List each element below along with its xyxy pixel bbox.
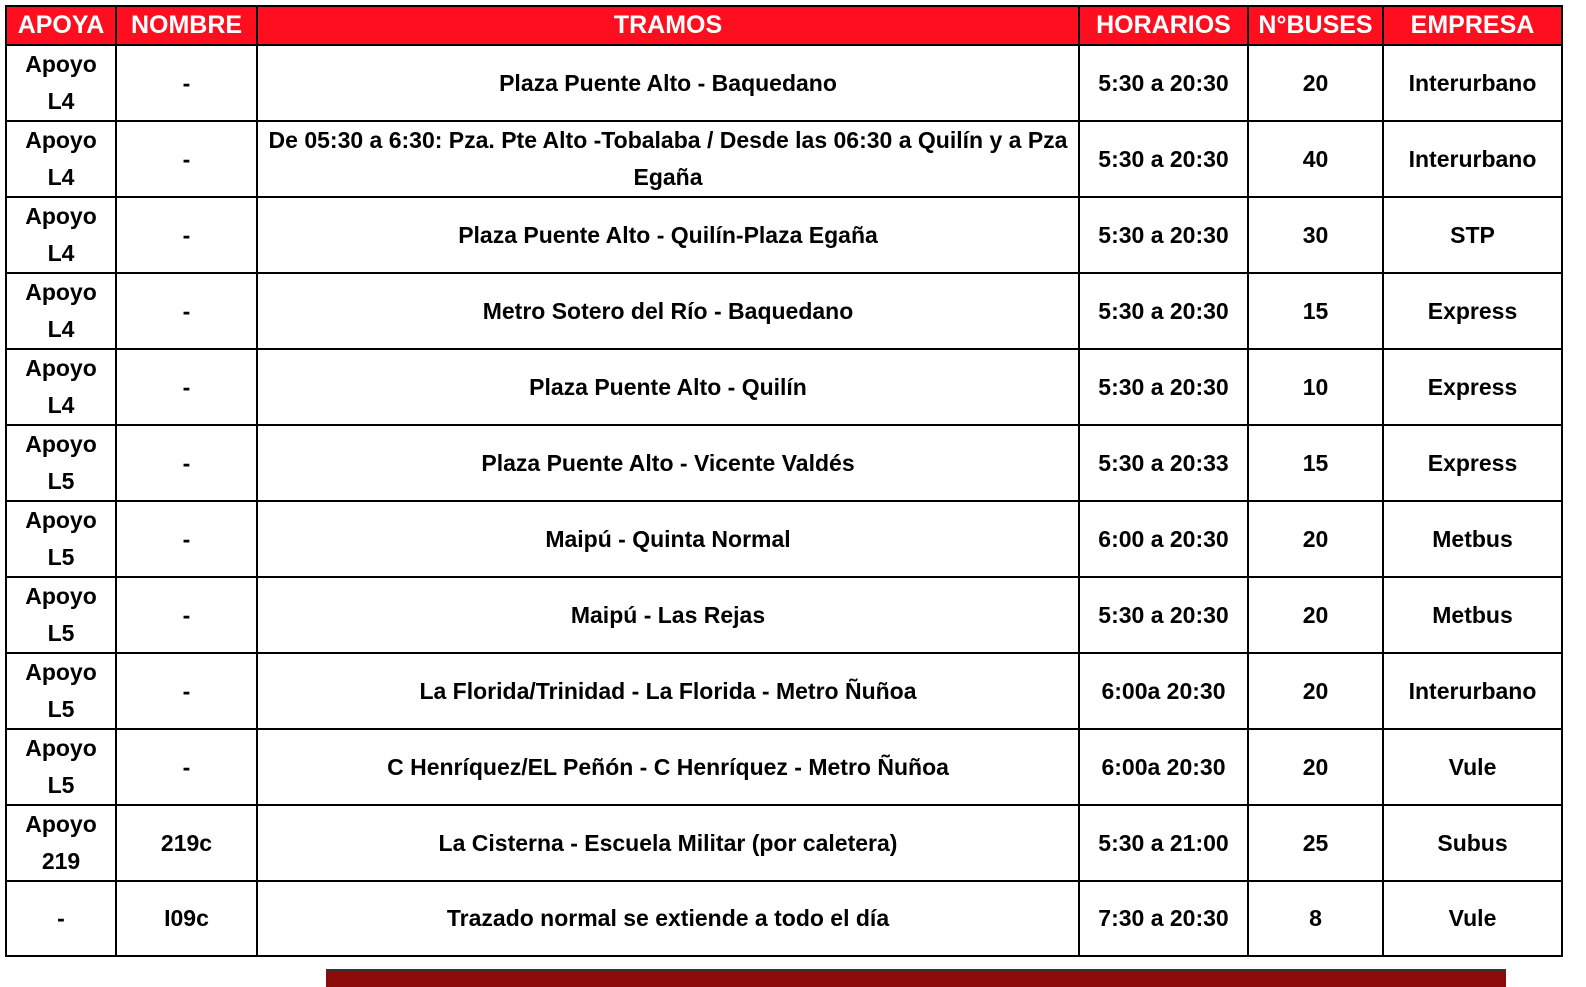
cell-apoya: Apoyo L5 bbox=[5, 500, 117, 578]
cell-empresa: Subus bbox=[1382, 804, 1563, 882]
cell-nombre: - bbox=[115, 44, 258, 122]
cell-apoya: Apoyo 219 bbox=[5, 804, 117, 882]
cell-tramos: La Florida/Trinidad - La Florida - Metro… bbox=[256, 652, 1080, 730]
cell-nombre: - bbox=[115, 424, 258, 502]
table-row: Apoyo L5- Maipú - Quinta Normal 6:00 a 20:… bbox=[5, 500, 1563, 578]
cell-horarios: 7:30 a 20:30 bbox=[1078, 880, 1249, 957]
table-row: Apoyo 219 219c La Cisterna - Escuela Milit… bbox=[5, 804, 1563, 882]
cell-empresa: Express bbox=[1382, 424, 1563, 502]
cell-empresa: Vule bbox=[1382, 880, 1563, 957]
table-row: Apoyo L4- Metro Sotero del Río - Baquedan… bbox=[5, 272, 1563, 350]
cell-tramos: Plaza Puente Alto - Quilín-Plaza Egaña bbox=[256, 196, 1080, 274]
cell-horarios: 5:30 a 20:30 bbox=[1078, 44, 1249, 122]
cell-buses: 15 bbox=[1247, 272, 1384, 350]
cell-nombre: - bbox=[115, 196, 258, 274]
cell-nombre: I09c bbox=[115, 880, 258, 957]
cell-horarios: 6:00a 20:30 bbox=[1078, 728, 1249, 806]
cell-apoya: Apoyo L4 bbox=[5, 120, 117, 198]
cell-horarios: 5:30 a 20:30 bbox=[1078, 272, 1249, 350]
cell-tramos: Maipú - Quinta Normal bbox=[256, 500, 1080, 578]
header-horarios: HORARIOS bbox=[1078, 5, 1249, 46]
cell-empresa: Express bbox=[1382, 272, 1563, 350]
cell-apoya: Apoyo L5 bbox=[5, 652, 117, 730]
table-row: Apoyo L4- Plaza Puente Alto - Baquedano 5:… bbox=[5, 44, 1563, 122]
header-tramos: TRAMOS bbox=[256, 5, 1080, 46]
cell-nombre: - bbox=[115, 652, 258, 730]
cell-empresa: Metbus bbox=[1382, 576, 1563, 654]
table-row: Apoyo L5- Maipú - Las Rejas 5:30 a 20:30 20… bbox=[5, 576, 1563, 654]
cell-horarios: 6:00a 20:30 bbox=[1078, 652, 1249, 730]
bus-support-table: APOYA NOMBRE TRAMOS HORARIOS N°BUSES EMP… bbox=[5, 5, 1563, 957]
cell-tramos: De 05:30 a 6:30: Pza. Pte Alto -Tobalaba… bbox=[256, 120, 1080, 198]
header-buses: N°BUSES bbox=[1247, 5, 1384, 46]
cell-nombre: - bbox=[115, 348, 258, 426]
cell-empresa: Vule bbox=[1382, 728, 1563, 806]
cell-horarios: 5:30 a 20:30 bbox=[1078, 348, 1249, 426]
cell-tramos: Maipú - Las Rejas bbox=[256, 576, 1080, 654]
table-row: Apoyo L5- La Florida/Trinidad - La Florid… bbox=[5, 652, 1563, 730]
cell-nombre: - bbox=[115, 120, 258, 198]
cell-empresa: Interurbano bbox=[1382, 44, 1563, 122]
table-row: - I09c Trazado normal se extiende a todo e… bbox=[5, 880, 1563, 957]
cell-horarios: 5:30 a 20:30 bbox=[1078, 576, 1249, 654]
cell-empresa: Interurbano bbox=[1382, 652, 1563, 730]
cell-empresa: Metbus bbox=[1382, 500, 1563, 578]
cell-nombre: 219c bbox=[115, 804, 258, 882]
cell-horarios: 5:30 a 20:30 bbox=[1078, 196, 1249, 274]
cell-apoya: Apoyo L4 bbox=[5, 272, 117, 350]
cell-buses: 20 bbox=[1247, 500, 1384, 578]
cell-nombre: - bbox=[115, 272, 258, 350]
header-apoya: APOYA bbox=[5, 5, 117, 46]
cell-buses: 20 bbox=[1247, 652, 1384, 730]
cell-buses: 40 bbox=[1247, 120, 1384, 198]
cell-apoya: Apoyo L5 bbox=[5, 576, 117, 654]
cell-apoya: Apoyo L4 bbox=[5, 44, 117, 122]
cell-buses: 25 bbox=[1247, 804, 1384, 882]
cell-tramos: La Cisterna - Escuela Militar (por calet… bbox=[256, 804, 1080, 882]
header-nombre: NOMBRE bbox=[115, 5, 258, 46]
cell-horarios: 5:30 a 21:00 bbox=[1078, 804, 1249, 882]
cell-tramos: Plaza Puente Alto - Quilín bbox=[256, 348, 1080, 426]
cell-nombre: - bbox=[115, 576, 258, 654]
cell-horarios: 6:00 a 20:30 bbox=[1078, 500, 1249, 578]
cell-buses: 20 bbox=[1247, 576, 1384, 654]
table-row: Apoyo L4- De 05:30 a 6:30: Pza. Pte Alto … bbox=[5, 120, 1563, 198]
cropped-bottom-bar bbox=[326, 969, 1506, 987]
cell-apoya: Apoyo L5 bbox=[5, 728, 117, 806]
cell-buses: 15 bbox=[1247, 424, 1384, 502]
table-row: Apoyo L5- C Henríquez/EL Peñón - C Henríq… bbox=[5, 728, 1563, 806]
cell-buses: 10 bbox=[1247, 348, 1384, 426]
cell-buses: 20 bbox=[1247, 44, 1384, 122]
cell-tramos: Plaza Puente Alto - Vicente Valdés bbox=[256, 424, 1080, 502]
cell-apoya: Apoyo L5 bbox=[5, 424, 117, 502]
table-row: Apoyo L5- Plaza Puente Alto - Vicente Val… bbox=[5, 424, 1563, 502]
cell-apoya: - bbox=[5, 880, 117, 957]
cell-tramos: Plaza Puente Alto - Baquedano bbox=[256, 44, 1080, 122]
table-row: Apoyo L4- Plaza Puente Alto - Quilín-Plaz… bbox=[5, 196, 1563, 274]
cell-nombre: - bbox=[115, 500, 258, 578]
cell-empresa: Express bbox=[1382, 348, 1563, 426]
table-row: Apoyo L4- Plaza Puente Alto - Quilín 5:30 … bbox=[5, 348, 1563, 426]
table-header-row: APOYA NOMBRE TRAMOS HORARIOS N°BUSES EMP… bbox=[5, 5, 1563, 46]
cell-horarios: 5:30 a 20:30 bbox=[1078, 120, 1249, 198]
cell-buses: 20 bbox=[1247, 728, 1384, 806]
cell-apoya: Apoyo L4 bbox=[5, 348, 117, 426]
cell-tramos: Trazado normal se extiende a todo el día bbox=[256, 880, 1080, 957]
cell-tramos: Metro Sotero del Río - Baquedano bbox=[256, 272, 1080, 350]
cell-empresa: STP bbox=[1382, 196, 1563, 274]
header-empresa: EMPRESA bbox=[1382, 5, 1563, 46]
cell-apoya: Apoyo L4 bbox=[5, 196, 117, 274]
cell-buses: 30 bbox=[1247, 196, 1384, 274]
cell-nombre: - bbox=[115, 728, 258, 806]
cell-buses: 8 bbox=[1247, 880, 1384, 957]
cell-horarios: 5:30 a 20:33 bbox=[1078, 424, 1249, 502]
cell-empresa: Interurbano bbox=[1382, 120, 1563, 198]
cell-tramos: C Henríquez/EL Peñón - C Henríquez - Met… bbox=[256, 728, 1080, 806]
